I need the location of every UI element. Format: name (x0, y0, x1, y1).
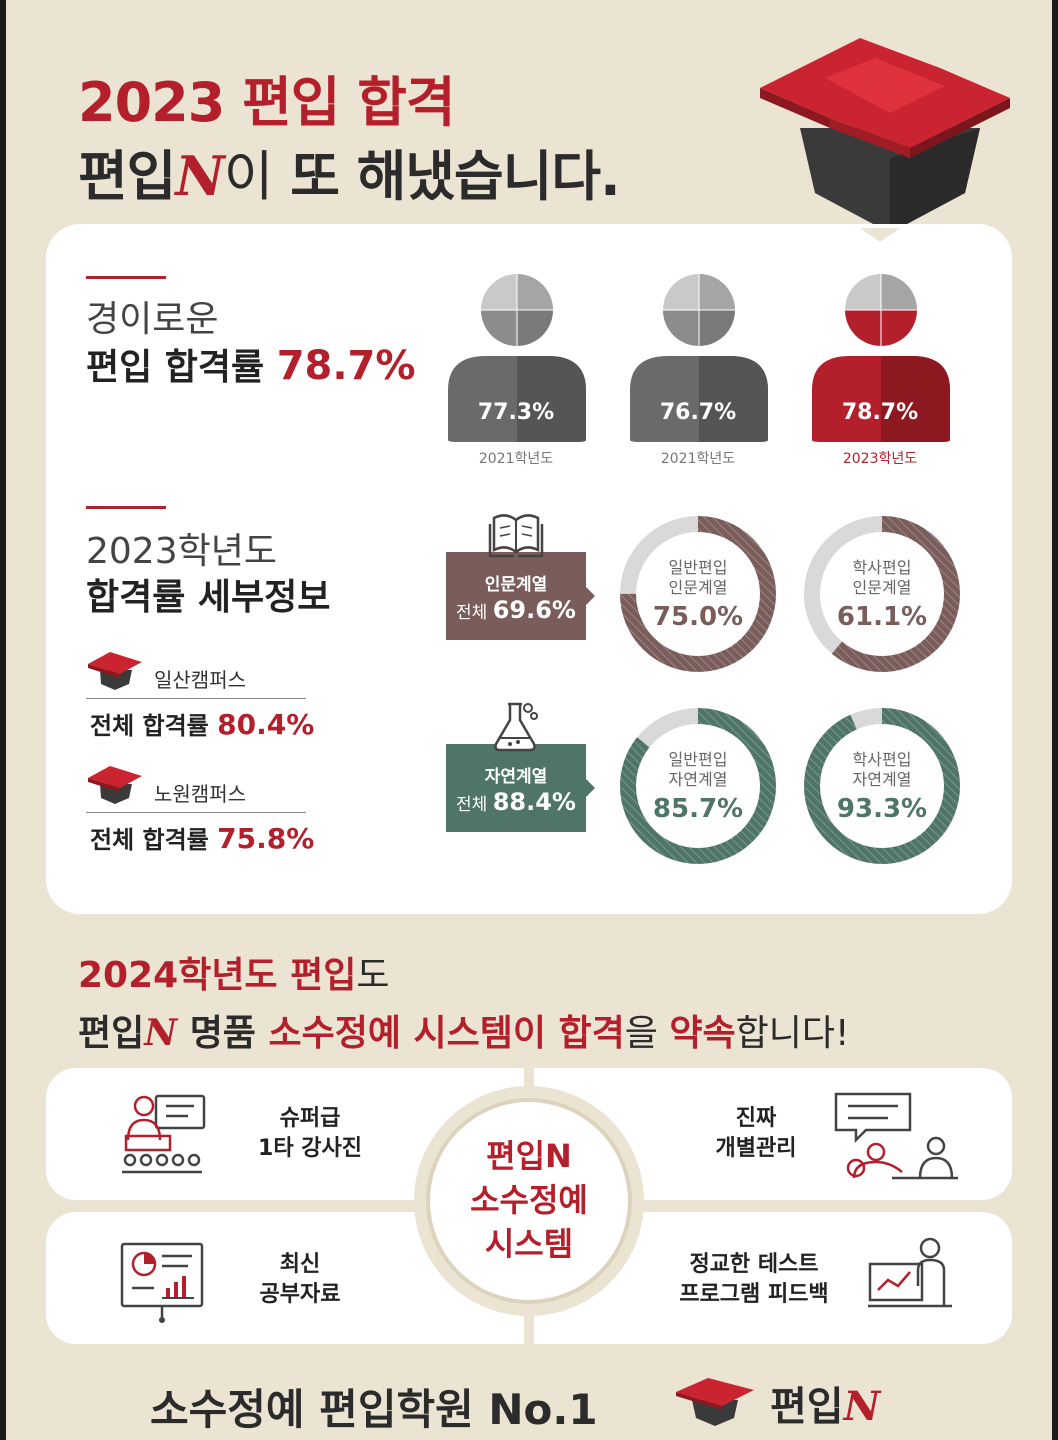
brand-cap-logo (760, 38, 1010, 233)
campus-rate: 전체 합격률 75.8% (90, 820, 314, 855)
category-box (446, 552, 586, 640)
donut-line: 학사편입 (852, 558, 912, 577)
donut-line: 학사편입 (852, 750, 912, 769)
system-center-line: 시스템 (484, 1225, 574, 1263)
detail-label-light: 2023학년도 (86, 531, 277, 572)
campus-divider (86, 698, 306, 699)
flask-icon (494, 702, 538, 752)
person-rate: 76.7% (659, 400, 737, 425)
person-figure (448, 274, 586, 442)
feature-line: 공부자료 (259, 1282, 341, 1307)
brand-cap-small-icon (676, 1378, 754, 1426)
lecturer-icon (122, 1094, 206, 1174)
campus-name: 노원캠퍼스 (154, 782, 246, 806)
campus-name: 일산캠퍼스 (154, 668, 246, 692)
presentation-board-icon (120, 1242, 204, 1323)
category-pointer (585, 778, 595, 798)
campus-rate-label: 전체 합격률 (90, 826, 218, 854)
donut-ring (620, 516, 776, 672)
donut-line: 인문계열 (852, 578, 912, 597)
campus-cap-icon (88, 766, 142, 804)
feature-instructors: 슈퍼급 1타 강사진 (240, 1104, 380, 1164)
footer-brand: 편입N (770, 1383, 881, 1430)
pass-rate-label: 편입 합격률 78.7% (86, 343, 416, 389)
donut-label: 일반편입 인문계열 75.0% (623, 558, 773, 632)
promise-line-2: 편입N 명품 소수정예 시스템이 합격을 약속합니다! (78, 1012, 850, 1054)
detail-label: 합격률 세부정보 (86, 577, 331, 618)
section-rule (86, 276, 166, 279)
donut-line: 일반편입 (668, 558, 728, 577)
donut-label: 일반편입 자연계열 85.7% (623, 750, 773, 824)
campus-rate-value: 80.4% (217, 708, 315, 741)
pass-rate-label-light: 경이로운 (86, 299, 219, 340)
feature-line: 최신 (279, 1252, 321, 1277)
person-rate: 77.3% (477, 400, 555, 425)
feature-line: 1타 강사진 (258, 1136, 362, 1161)
category-pointer (585, 586, 595, 606)
category-total-value: 88.4% (492, 788, 576, 816)
section-rule (86, 506, 166, 509)
feature-line: 프로그램 피드백 (679, 1282, 829, 1307)
donut-ring (620, 708, 776, 864)
donut-line: 자연계열 (852, 770, 912, 789)
donut-value: 75.0% (652, 602, 744, 632)
feature-line: 개별관리 (715, 1136, 797, 1161)
category-title: 자연계열 (484, 767, 548, 787)
system-center: 편입N 소수정예 시스템 (429, 1134, 629, 1266)
book-icon (488, 514, 544, 558)
feature-line: 정교한 테스트 (689, 1252, 819, 1277)
counseling-icon (834, 1092, 958, 1180)
person-rate: 78.7% (841, 400, 919, 425)
category-box (446, 744, 586, 832)
category-total-label: 전체 (456, 603, 493, 623)
person-year: 2021학년도 (660, 451, 736, 467)
system-center-line: 소수정예 (470, 1181, 588, 1219)
category-total-value: 69.6% (492, 596, 576, 624)
feature-line: 진짜 (735, 1106, 777, 1131)
headline-main: 편입N이 또 해냈습니다. (78, 144, 621, 208)
person-year: 2021학년도 (478, 451, 554, 467)
campus-divider (86, 812, 306, 813)
footer-slogan: 소수정예 편입학원 No.1 (150, 1385, 598, 1434)
category-total: 전체 88.4% (446, 788, 586, 816)
donut-line: 자연계열 (668, 770, 728, 789)
campus-rate: 전체 합격률 80.4% (90, 706, 314, 741)
donut-ring (804, 708, 960, 864)
donut-value: 93.3% (836, 794, 928, 824)
category-total-label: 전체 (456, 795, 493, 815)
test-analytics-icon (868, 1237, 952, 1308)
donut-label: 학사편입 인문계열 61.1% (807, 558, 957, 632)
person-figure (812, 274, 950, 442)
system-center-line: 편입N (486, 1137, 572, 1175)
card-notch (860, 228, 900, 242)
category-total: 전체 69.6% (446, 596, 586, 624)
campus-cap-icon (88, 652, 142, 690)
person-year: 2023학년도 (842, 451, 918, 467)
category-title: 인문계열 (484, 575, 548, 595)
campus-rate-label: 전체 합격률 (90, 712, 218, 740)
donut-label: 학사편입 자연계열 93.3% (807, 750, 957, 824)
donut-line: 인문계열 (668, 578, 728, 597)
feature-line: 슈퍼급 (279, 1106, 341, 1131)
headline-year: 2023 편입 합격 (78, 71, 456, 134)
person-figure (630, 274, 768, 442)
campus-rate-value: 75.8% (217, 822, 315, 855)
donut-value: 85.7% (652, 794, 744, 824)
promise-line-1: 2024학년도 편입도 (78, 955, 390, 996)
donut-value: 61.1% (836, 602, 928, 632)
center-ring (426, 1098, 632, 1304)
donut-line: 일반편입 (668, 750, 728, 769)
donut-ring (804, 516, 960, 672)
